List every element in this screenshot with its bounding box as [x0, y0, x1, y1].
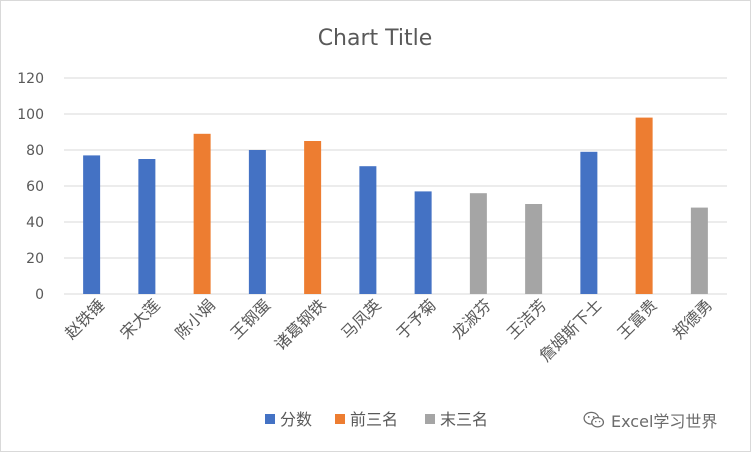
x-category-label: 宋大莲 — [116, 295, 163, 342]
watermark: Excel学习世界 — [583, 407, 717, 433]
bar-8 — [469, 193, 487, 294]
y-axis-ticks: 0 20 40 60 80 100 120 — [17, 71, 44, 303]
bar-5 — [304, 141, 322, 294]
legend-label: 前三名 — [350, 410, 398, 429]
legend-swatch — [265, 414, 275, 424]
gridlines — [64, 77, 727, 295]
chart-title: Chart Title — [318, 26, 433, 51]
bars — [83, 117, 708, 294]
legend-label: 末三名 — [440, 410, 488, 429]
bar-9 — [525, 204, 543, 294]
legend: 分数 前三名 末三名 — [265, 410, 488, 429]
bar-7 — [414, 191, 432, 294]
x-category-label: 诸葛钢铁 — [271, 295, 330, 354]
x-category-label: 王富贵 — [614, 295, 661, 342]
x-category-label: 马凤英 — [337, 295, 384, 342]
bar-2 — [138, 159, 156, 294]
y-tick-label: 120 — [17, 71, 44, 87]
bar-12 — [690, 207, 708, 294]
y-tick-label: 20 — [26, 251, 44, 267]
legend-swatch — [335, 414, 345, 424]
x-category-label: 王洁芳 — [503, 295, 550, 342]
x-category-label: 赵铁锤 — [61, 295, 108, 342]
y-tick-label: 60 — [26, 179, 44, 195]
x-category-label: 龙淑芬 — [448, 295, 495, 342]
bar-11 — [635, 117, 653, 294]
legend-label: 分数 — [280, 410, 312, 429]
x-category-label: 王钢蛋 — [227, 295, 274, 342]
legend-swatch — [425, 414, 435, 424]
bar-4 — [248, 150, 266, 294]
y-tick-label: 100 — [17, 107, 44, 123]
bar-3 — [193, 133, 211, 294]
bar-10 — [580, 151, 598, 294]
bar-6 — [359, 166, 377, 294]
wechat-icon — [583, 411, 605, 428]
bar-1 — [83, 155, 101, 294]
y-tick-label: 0 — [35, 287, 44, 303]
y-tick-label: 40 — [26, 215, 44, 231]
y-tick-label: 80 — [26, 143, 44, 159]
x-category-label: 于予菊 — [393, 295, 440, 342]
watermark-text: Excel学习世界 — [611, 412, 718, 431]
x-category-label: 郑德勇 — [669, 295, 716, 342]
x-category-label: 陈小娟 — [172, 295, 219, 342]
